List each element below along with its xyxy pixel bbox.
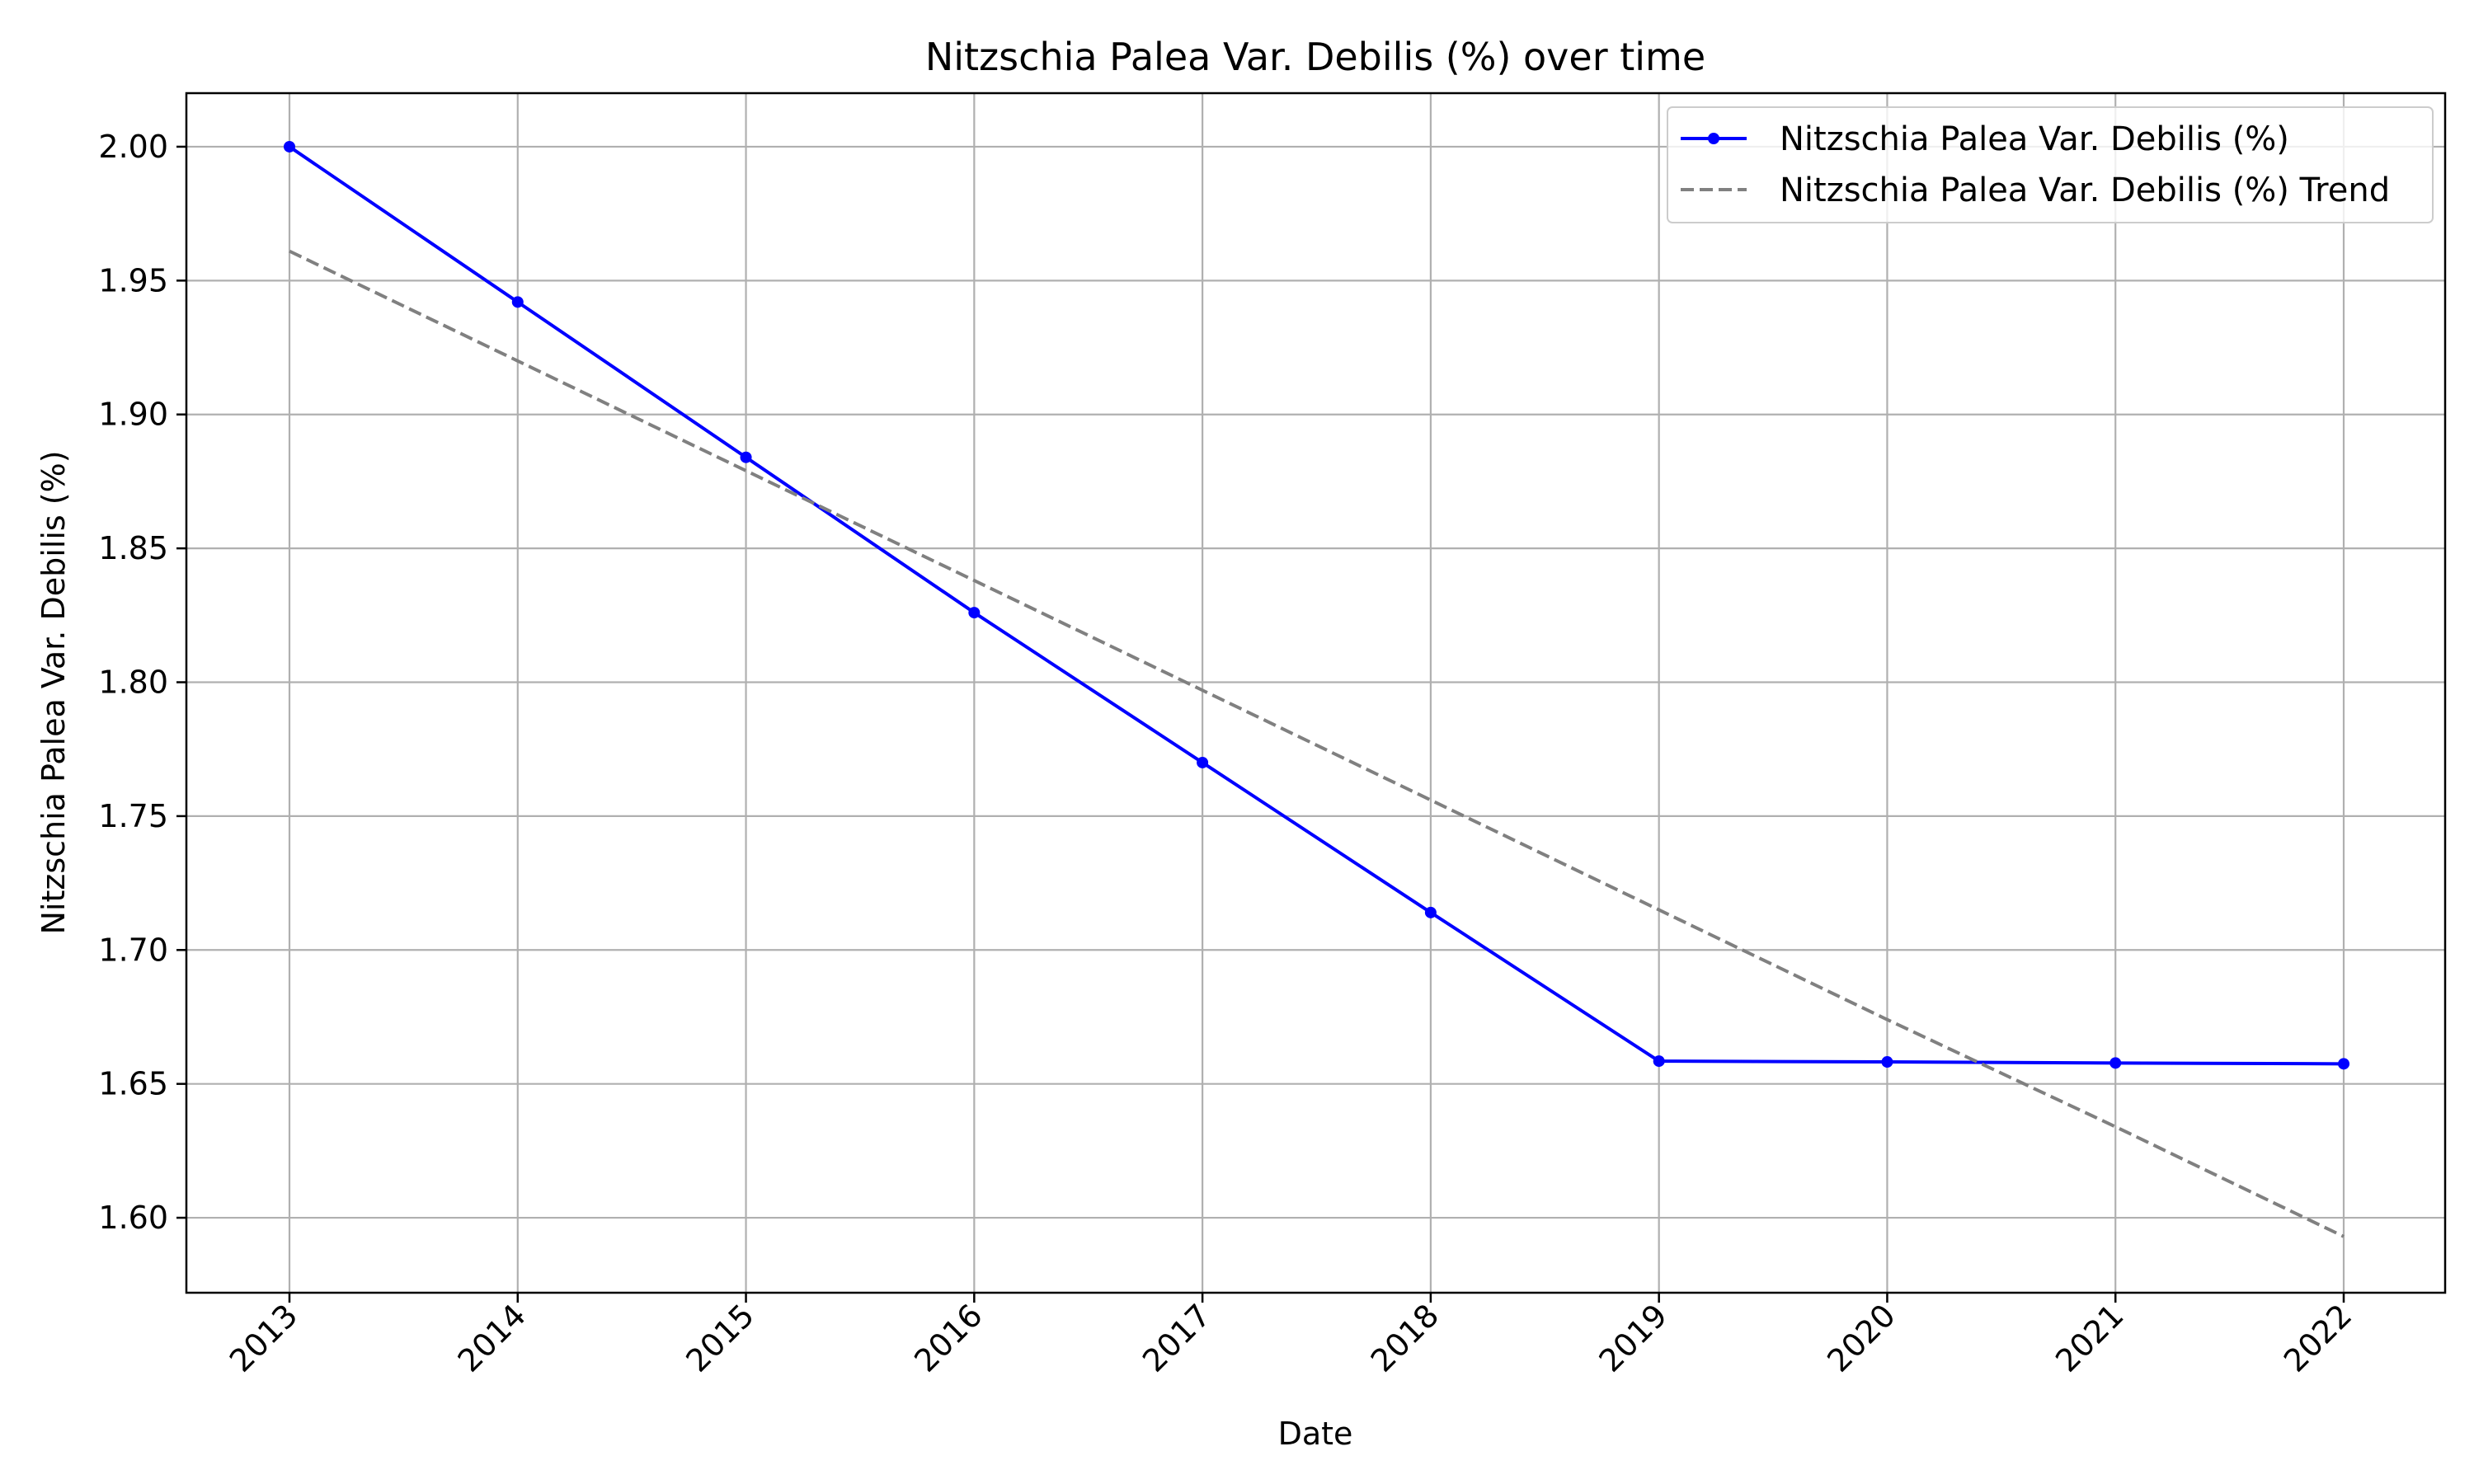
y-tick-label: 1.85: [98, 530, 168, 566]
y-tick-label: 1.60: [98, 1200, 168, 1236]
y-axis-label: Nitzschia Palea Var. Debilis (%): [35, 450, 72, 934]
legend: Nitzschia Palea Var. Debilis (%) Nitzsch…: [1667, 106, 2434, 223]
data-point: [2109, 1057, 2122, 1069]
y-tick-label: 1.70: [98, 932, 168, 968]
y-tick-label: 1.75: [98, 798, 168, 834]
data-point: [1197, 756, 1209, 768]
y-tick-label: 1.65: [98, 1066, 168, 1102]
y-tick-label: 1.95: [98, 262, 168, 298]
trend-line: [289, 249, 2345, 1238]
data-point: [968, 607, 981, 619]
data-point: [1424, 906, 1437, 918]
x-axis-label: Date: [1278, 1416, 1353, 1452]
series-layer: [284, 140, 2349, 1238]
data-point: [2338, 1058, 2349, 1070]
legend-label-series: Nitzschia Palea Var. Debilis (%): [1780, 120, 2289, 158]
data-point: [1653, 1055, 1665, 1068]
data-point: [740, 451, 752, 463]
y-tick-label: 2.00: [98, 129, 168, 165]
chart-title: Nitzschia Palea Var. Debilis (%) over ti…: [925, 35, 1705, 79]
data-point: [1881, 1056, 1893, 1068]
data-point: [511, 296, 524, 308]
legend-label-trend: Nitzschia Palea Var. Debilis (%) Trend: [1780, 171, 2390, 209]
y-tick-label: 1.90: [98, 397, 168, 433]
series-line: [288, 145, 2345, 1066]
legend-marker-series: [1708, 133, 1719, 144]
legend-box: [1667, 106, 2434, 223]
plot-frame: [185, 92, 2447, 1294]
data-point: [284, 140, 295, 153]
y-tick-label: 1.80: [98, 665, 168, 701]
